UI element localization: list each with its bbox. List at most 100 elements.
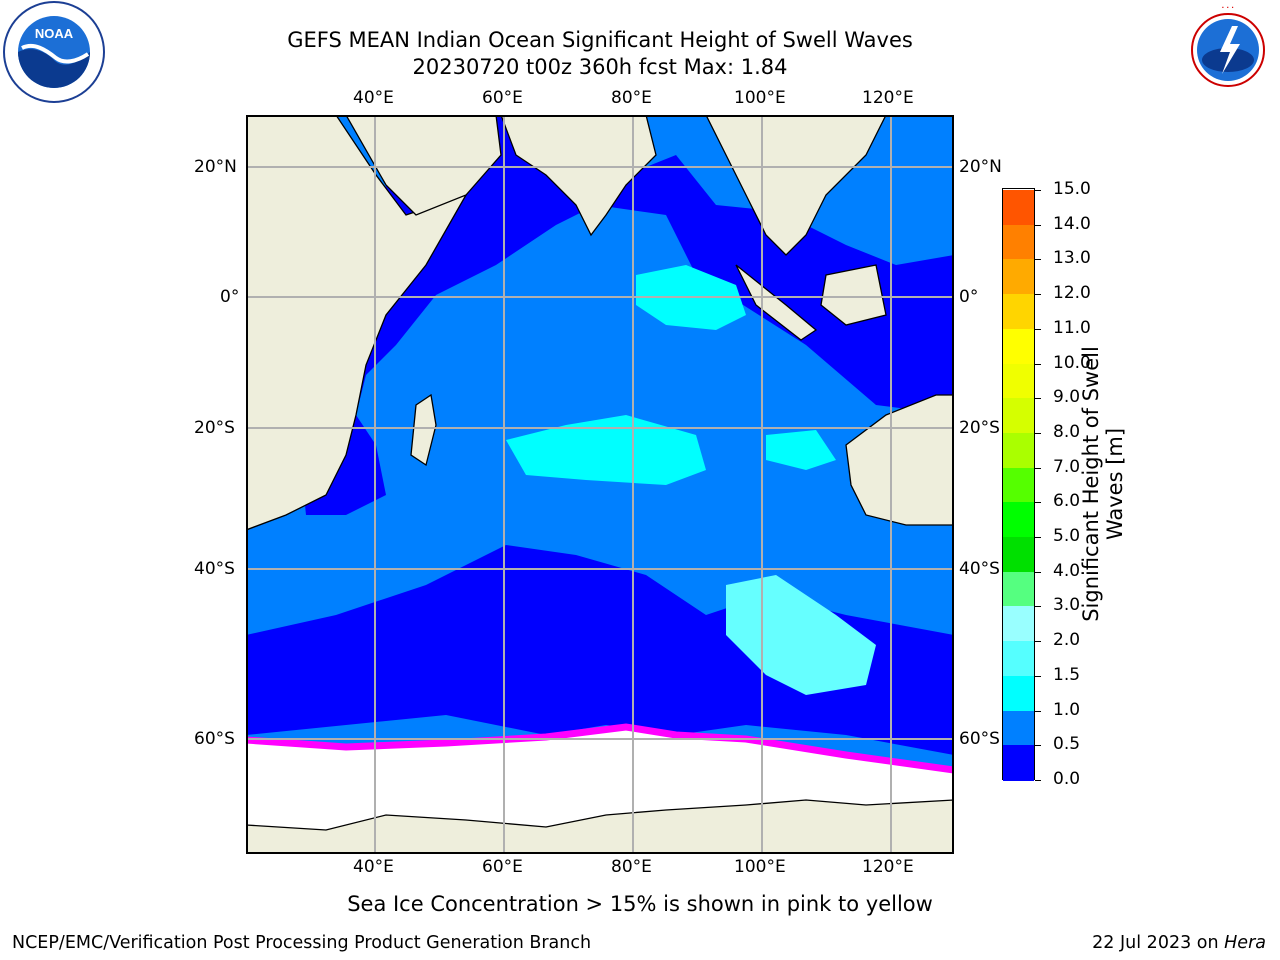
colorbar-tick xyxy=(1035,224,1041,226)
lat-tick-right-2: 0° xyxy=(959,287,979,307)
footer-date: 22 Jul 2023 on Hera xyxy=(1092,933,1266,953)
sea-ice-caption: Sea Ice Concentration > 15% is shown in … xyxy=(347,892,933,916)
colorbar-segment xyxy=(1003,745,1034,781)
lon-tick-bottom-5: 120°E xyxy=(862,857,914,877)
colorbar-label: 8.0 xyxy=(1053,421,1081,442)
colorbar-label: 11.0 xyxy=(1053,317,1091,338)
colorbar-tick xyxy=(1035,398,1041,400)
colorbar-tick xyxy=(1035,675,1041,677)
lon-tick-top-1: 40°E xyxy=(353,88,394,108)
colorbar-tick xyxy=(1035,467,1041,469)
colorbar-segment xyxy=(1003,641,1034,677)
lon-tick-top-3: 80°E xyxy=(611,88,652,108)
ocean-deep-blue-north xyxy=(296,115,954,515)
colorbar-label: 0.5 xyxy=(1053,734,1081,755)
footer-host: Hera xyxy=(1224,933,1266,953)
land-sumatra xyxy=(735,264,818,341)
colorbar-tick xyxy=(1035,294,1041,296)
colorbar-segment xyxy=(1003,259,1034,296)
lat-tick-right-1: 20°N xyxy=(959,157,1002,177)
colorbar-tick xyxy=(1035,745,1041,747)
colorbar-segment xyxy=(1003,606,1034,643)
land-arabia xyxy=(345,115,502,216)
lat-tick-left-3: 20°S xyxy=(194,418,235,438)
colorbar-segment xyxy=(1003,537,1034,573)
lon-tick-bottom-4: 100°E xyxy=(734,857,786,877)
ocean-deep-blue-south xyxy=(246,545,954,755)
footer-branch: NCEP/EMC/Verification Post Processing Pr… xyxy=(12,933,592,953)
land-antarctica xyxy=(246,799,954,854)
colorbar-tick xyxy=(1035,502,1041,504)
land-india xyxy=(500,115,657,237)
footer-date-text: 22 Jul 2023 on xyxy=(1092,933,1225,953)
nws-logo: · · · xyxy=(1179,1,1277,99)
colorbar-segment xyxy=(1003,467,1034,504)
colorbar-tick xyxy=(1035,537,1041,539)
colorbar-segment xyxy=(1003,398,1034,434)
colorbar-segment xyxy=(1003,294,1034,330)
lat-tick-left-5: 60°S xyxy=(194,729,235,749)
colorbar-tick xyxy=(1035,780,1041,781)
map-title: GEFS MEAN Indian Ocean Significant Heigh… xyxy=(287,28,913,52)
colorbar-tick xyxy=(1035,641,1041,643)
colorbar-tick xyxy=(1035,259,1041,261)
lon-tick-bottom-2: 60°E xyxy=(482,857,523,877)
colorbar-label: 6.0 xyxy=(1053,491,1081,512)
map-subtitle: 20230720 t00z 360h fcst Max: 1.84 xyxy=(412,55,788,79)
colorbar-segment xyxy=(1003,571,1034,608)
colorbar-segment xyxy=(1003,328,1034,365)
lat-tick-right-5: 60°S xyxy=(959,729,1000,749)
land-indochina xyxy=(705,115,887,256)
lon-tick-top-5: 120°E xyxy=(862,88,914,108)
colorbar-segment xyxy=(1003,432,1034,469)
lat-tick-left-2: 0° xyxy=(220,287,240,307)
colorbar-segment xyxy=(1003,190,1034,226)
colorbar-segment xyxy=(1003,363,1034,400)
colorbar-segment xyxy=(1003,675,1034,712)
swell-patch-central xyxy=(506,415,706,485)
lat-tick-right-3: 20°S xyxy=(959,418,1000,438)
colorbar-segment xyxy=(1003,502,1034,539)
colorbar-title-line1: Significant Height of Swell xyxy=(1078,346,1103,622)
colorbar-label: 9.0 xyxy=(1053,387,1081,408)
colorbar-label: 5.0 xyxy=(1053,526,1081,547)
colorbar-tick xyxy=(1035,710,1041,712)
colorbar-label: 3.0 xyxy=(1053,595,1081,616)
colorbar-label: 7.0 xyxy=(1053,456,1081,477)
colorbar-segment xyxy=(1003,224,1034,261)
graticule xyxy=(246,115,954,854)
lat-tick-left-4: 40°S xyxy=(194,559,235,579)
colorbar-tick xyxy=(1035,432,1041,434)
land-borneo xyxy=(820,264,887,326)
colorbar-label: 1.5 xyxy=(1053,664,1081,685)
colorbar-label: 12.0 xyxy=(1053,283,1091,304)
colorbar-tick xyxy=(1035,606,1041,608)
noaa-logo-text: NOAA xyxy=(35,26,74,41)
land-madagascar xyxy=(410,393,437,467)
sea-ice-edge-pink xyxy=(246,723,954,774)
colorbar-title-line2: Waves [m] xyxy=(1103,427,1127,541)
svg-text:· · ·: · · · xyxy=(1222,3,1234,12)
colorbar-label: 4.0 xyxy=(1053,560,1081,581)
colorbar-tick xyxy=(1035,363,1041,365)
colorbar-label: 10.0 xyxy=(1053,352,1091,373)
colorbar xyxy=(1002,188,1035,781)
map-border xyxy=(246,115,954,854)
colorbar-segment xyxy=(1003,710,1034,747)
colorbar-label: 14.0 xyxy=(1053,213,1091,234)
lon-tick-bottom-1: 40°E xyxy=(353,857,394,877)
colorbar-tick xyxy=(1035,190,1041,191)
colorbar-label: 2.0 xyxy=(1053,630,1081,651)
colorbar-label: 1.0 xyxy=(1053,699,1081,720)
swell-patch-south xyxy=(726,575,876,695)
lat-tick-right-4: 40°S xyxy=(959,559,1000,579)
colorbar-label: 15.0 xyxy=(1053,179,1091,199)
colorbar-tick xyxy=(1035,571,1041,573)
lon-tick-bottom-3: 80°E xyxy=(611,857,652,877)
swell-patch-east xyxy=(766,430,836,470)
ocean-map xyxy=(246,115,954,854)
colorbar-label: 13.0 xyxy=(1053,248,1091,269)
lon-tick-top-2: 60°E xyxy=(482,88,523,108)
noaa-logo: NOAA xyxy=(3,1,105,103)
lat-tick-left-1: 20°N xyxy=(194,157,237,177)
